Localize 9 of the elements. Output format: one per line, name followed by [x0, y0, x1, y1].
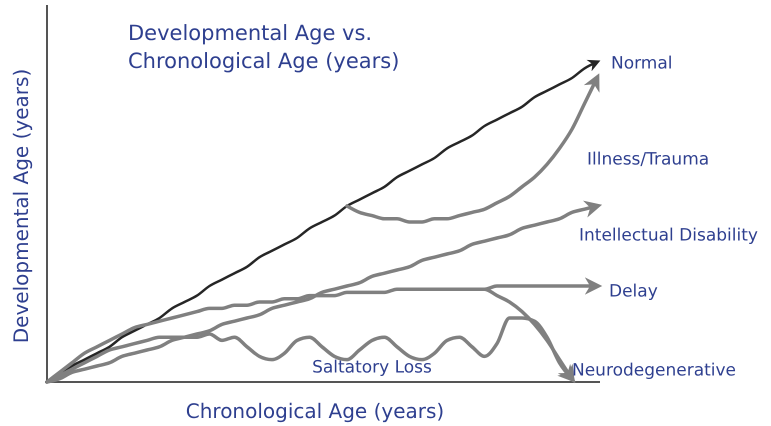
- y-axis-title: Developmental Age (years): [9, 68, 33, 344]
- chart-title: Developmental Age vs. Chronological Age (years): [128, 21, 400, 73]
- series-label: Intellectual Disability: [579, 226, 758, 246]
- series-label: Saltatory Loss: [312, 357, 432, 378]
- series-label: Normal: [611, 54, 673, 74]
- series-label: Delay: [609, 282, 658, 302]
- x-axis-title: Chronological Age (years): [186, 399, 444, 423]
- series-label: Illness/Trauma: [587, 150, 710, 170]
- series-label: Neurodegenerative: [572, 360, 736, 380]
